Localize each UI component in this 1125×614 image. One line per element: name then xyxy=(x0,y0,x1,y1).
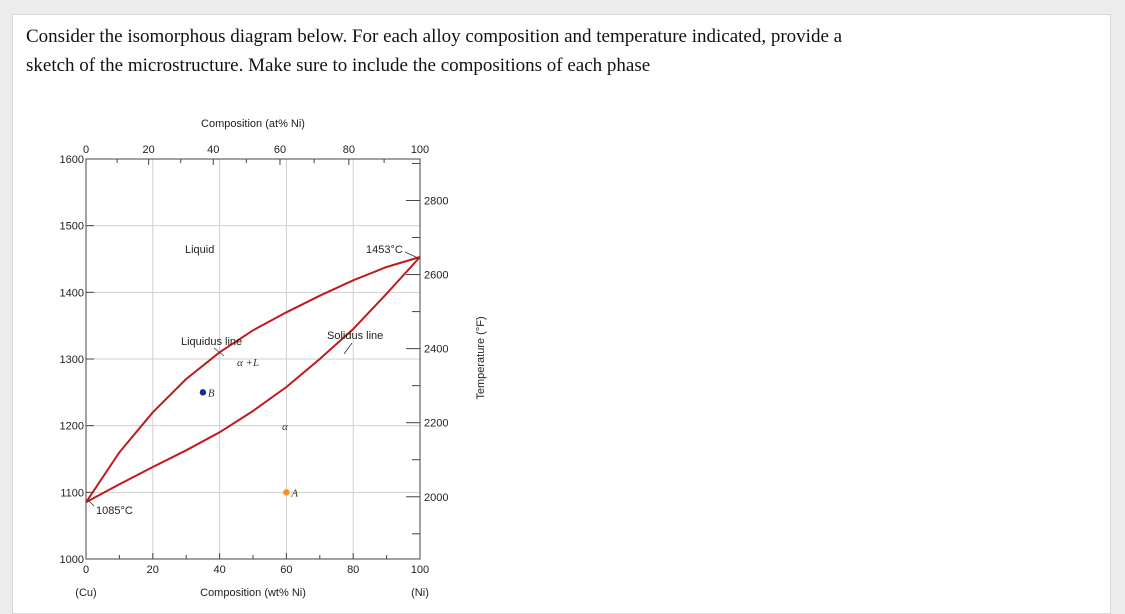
question-card xyxy=(12,14,1111,614)
x-tick-label-wt: 40 xyxy=(213,564,225,576)
cu-end-label: (Cu) xyxy=(75,587,96,599)
liquidus-curve xyxy=(85,256,421,503)
x-tick-label-at: 0 xyxy=(83,144,89,156)
phase-diagram: 0 20 40 60 80 1000 20 40 60 80 1001000110012001300… xyxy=(60,118,487,599)
x-tick-label-at: 40 xyxy=(207,144,219,156)
y-tick-label-c: 1400 xyxy=(60,287,84,299)
top-axis-title: Composition (at% Ni) xyxy=(201,118,305,130)
y-tick-label-f: 2800 xyxy=(424,195,448,207)
y-tick-label-c: 1600 xyxy=(60,154,84,166)
question-line-2: sketch of the microstructure. Make sure … xyxy=(26,55,651,76)
x-tick-label-at: 80 xyxy=(343,144,355,156)
question-text: Consider the isomorphous diagram below. … xyxy=(26,22,1066,80)
ni-melt-leader-line xyxy=(404,251,419,259)
curve-layer xyxy=(85,256,421,504)
y-tick-label-c: 1100 xyxy=(60,487,84,499)
right-axis-title: Temperature (°F) xyxy=(475,316,487,399)
x-tick-label-at: 60 xyxy=(274,144,286,156)
cu-melting-point-label: 1085°C xyxy=(96,505,133,517)
ni-end-label: (Ni) xyxy=(411,587,429,599)
x-tick-label-wt: 100 xyxy=(411,564,429,576)
annotation-layer: Liquid Liquidus line Solidus line α +L α 1453… xyxy=(87,244,419,517)
question-line-1: Consider the isomorphous diagram below. … xyxy=(26,26,843,47)
x-tick-label-at: 100 xyxy=(411,144,429,156)
y-tick-label-f: 2200 xyxy=(424,418,448,430)
y-tick-label-f: 2000 xyxy=(424,492,448,504)
liquid-region-label: Liquid xyxy=(185,244,214,256)
y-tick-label-f: 2400 xyxy=(424,344,448,356)
y-tick-label-f: 2600 xyxy=(424,270,448,282)
x-tick-label-at: 20 xyxy=(143,144,155,156)
solidus-leader-line xyxy=(343,342,353,355)
y-tick-label-c: 1300 xyxy=(60,354,84,366)
x-tick-label-wt: 60 xyxy=(280,564,292,576)
alloy-point-b xyxy=(199,389,207,396)
tick-layer xyxy=(85,158,421,560)
liquidus-leader-line xyxy=(213,347,225,357)
x-tick-label-wt: 80 xyxy=(347,564,359,576)
alloy-point-label-a: A xyxy=(290,487,298,499)
x-tick-label-wt: 20 xyxy=(147,564,159,576)
cu-melt-leader-line xyxy=(87,499,95,507)
bottom-axis-title: Composition (wt% Ni) xyxy=(200,587,306,599)
solidus-line-label: Solidus line xyxy=(327,330,383,342)
y-tick-label-c: 1500 xyxy=(60,221,84,233)
alloy-point-label-b: B xyxy=(208,387,215,399)
solidus-curve xyxy=(85,256,421,504)
x-tick-label-wt: 0 xyxy=(83,564,89,576)
axis-label-layer: 0 20 40 60 80 1000 20 40 60 80 1001000110012001300… xyxy=(60,118,487,599)
alpha-l-region-label: α +L xyxy=(237,357,259,369)
liquidus-line-label: Liquidus line xyxy=(181,336,242,348)
ni-melting-point-label: 1453°C xyxy=(366,244,403,256)
y-tick-label-c: 1000 xyxy=(60,554,84,566)
alpha-region-label: α xyxy=(282,421,288,433)
y-tick-label-c: 1200 xyxy=(60,421,84,433)
alloy-point-a xyxy=(283,489,290,496)
